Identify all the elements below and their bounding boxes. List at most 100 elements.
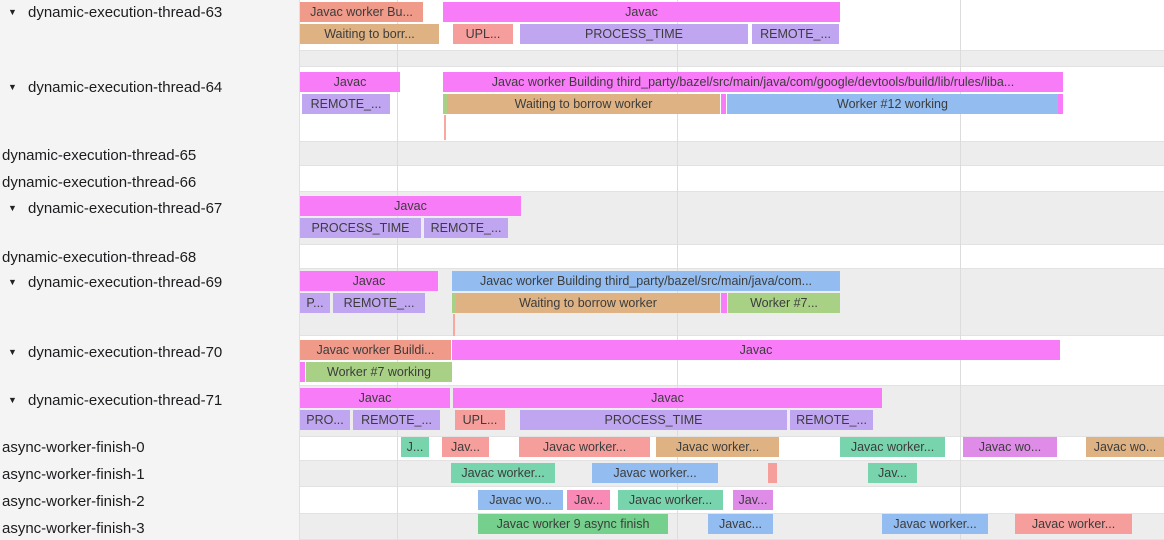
trace-event-bar[interactable]: REMOTE_...	[790, 410, 873, 430]
track-row-dynamic-execution-thread-68[interactable]: dynamic-execution-thread-68	[0, 247, 298, 267]
time-gridline	[397, 0, 398, 540]
trace-event-bar[interactable]	[721, 94, 726, 114]
track-label: dynamic-execution-thread-63	[28, 3, 223, 21]
trace-event-bar[interactable]: Waiting to borrow worker	[447, 94, 720, 114]
track-row-dynamic-execution-thread-64[interactable]: ▼ dynamic-execution-thread-64	[0, 77, 298, 97]
trace-event-bar[interactable]: Javac	[300, 196, 521, 216]
trace-event-bar[interactable]: PROCESS_TIME	[300, 218, 421, 238]
track-label: dynamic-execution-thread-70	[28, 343, 223, 361]
instant-event-tick[interactable]	[444, 115, 446, 140]
trace-event-bar[interactable]: Javac worker...	[451, 463, 555, 483]
trace-event-bar[interactable]: Javac	[300, 271, 438, 291]
trace-event-bar[interactable]: Javac	[300, 72, 400, 92]
trace-event-bar[interactable]: Javac worker...	[1015, 514, 1132, 534]
track-row-dynamic-execution-thread-69[interactable]: ▼ dynamic-execution-thread-69	[0, 272, 298, 292]
track-row-dynamic-execution-thread-71[interactable]: ▼ dynamic-execution-thread-71	[0, 390, 298, 410]
collapse-triangle-icon[interactable]: ▼	[8, 347, 17, 357]
trace-event-bar[interactable]: Javac worker...	[618, 490, 723, 510]
trace-event-bar[interactable]: Javac worker 9 async finish	[478, 514, 668, 534]
trace-event-bar[interactable]: Javac	[453, 388, 882, 408]
trace-event-bar[interactable]: J...	[401, 437, 429, 457]
trace-event-bar[interactable]: UPL...	[455, 410, 505, 430]
track-band	[300, 141, 1164, 166]
trace-event-bar[interactable]: Javac worker...	[882, 514, 988, 534]
track-row-async-worker-finish-1[interactable]: async-worker-finish-1	[0, 464, 298, 484]
trace-event-bar[interactable]: Jav...	[868, 463, 917, 483]
trace-event-bar[interactable]: Jav...	[442, 437, 489, 457]
trace-event-bar[interactable]: Javac worker Building third_party/bazel/…	[443, 72, 1063, 92]
track-label: dynamic-execution-thread-69	[28, 273, 223, 291]
trace-event-bar[interactable]: Javac worker Buildi...	[300, 340, 451, 360]
instant-event-tick[interactable]	[453, 314, 455, 336]
trace-event-bar[interactable]: Javac	[443, 2, 840, 22]
track-row-async-worker-finish-2[interactable]: async-worker-finish-2	[0, 491, 298, 511]
trace-event-bar[interactable]: Javac	[300, 388, 450, 408]
track-band	[300, 460, 1164, 487]
trace-event-bar[interactable]	[768, 463, 777, 483]
track-label: dynamic-execution-thread-64	[28, 78, 223, 96]
track-band	[300, 245, 1164, 268]
trace-event-bar[interactable]	[721, 293, 727, 313]
trace-event-bar[interactable]: PROCESS_TIME	[520, 24, 748, 44]
trace-event-bar[interactable]	[452, 293, 456, 313]
time-gridline	[960, 0, 961, 540]
track-name-panel: ▼ dynamic-execution-thread-63 ▼ dynamic-exe…	[0, 0, 300, 540]
track-label: async-worker-finish-3	[2, 519, 145, 537]
track-label: dynamic-execution-thread-67	[28, 199, 223, 217]
trace-event-bar[interactable]: PRO...	[300, 410, 350, 430]
trace-event-bar[interactable]: REMOTE_...	[353, 410, 440, 430]
track-label: dynamic-execution-thread-66	[2, 173, 197, 191]
trace-event-bar[interactable]: Javac wo...	[963, 437, 1057, 457]
track-row-dynamic-execution-thread-65[interactable]: dynamic-execution-thread-65	[0, 145, 298, 165]
track-band	[300, 487, 1164, 513]
trace-event-bar[interactable]: Javac worker Building third_party/bazel/…	[452, 271, 840, 291]
trace-event-bar[interactable]: PROCESS_TIME	[520, 410, 787, 430]
trace-event-bar[interactable]: Javac worker...	[840, 437, 945, 457]
trace-event-bar[interactable]: Worker #12 working	[727, 94, 1058, 114]
collapse-triangle-icon[interactable]: ▼	[8, 203, 17, 213]
trace-event-bar[interactable]: Javac worker...	[519, 437, 650, 457]
track-row-dynamic-execution-thread-67[interactable]: ▼ dynamic-execution-thread-67	[0, 198, 298, 218]
trace-event-bar[interactable]: REMOTE_...	[752, 24, 839, 44]
track-row-async-worker-finish-0[interactable]: async-worker-finish-0	[0, 437, 298, 457]
track-label: async-worker-finish-0	[2, 438, 145, 456]
track-row-dynamic-execution-thread-63[interactable]: ▼ dynamic-execution-thread-63	[0, 2, 298, 22]
trace-event-bar[interactable]: Javac wo...	[1086, 437, 1164, 457]
collapse-triangle-icon[interactable]: ▼	[8, 7, 17, 17]
track-band	[300, 166, 1164, 191]
trace-event-bar[interactable]: REMOTE_...	[424, 218, 508, 238]
trace-event-bar[interactable]	[300, 362, 305, 382]
trace-event-bar[interactable]: Javac	[452, 340, 1060, 360]
trace-event-bar[interactable]: Javac worker...	[592, 463, 718, 483]
trace-event-bar[interactable]: Javac worker...	[656, 437, 779, 457]
track-row-dynamic-execution-thread-70[interactable]: ▼ dynamic-execution-thread-70	[0, 342, 298, 362]
trace-event-bar[interactable]: UPL...	[453, 24, 513, 44]
collapse-triangle-icon[interactable]: ▼	[8, 277, 17, 287]
trace-event-bar[interactable]	[1058, 94, 1063, 114]
trace-event-bar[interactable]: Waiting to borrow worker	[456, 293, 720, 313]
trace-event-bar[interactable]: Worker #7...	[728, 293, 840, 313]
time-gridline	[677, 0, 678, 540]
track-row-dynamic-execution-thread-66[interactable]: dynamic-execution-thread-66	[0, 172, 298, 192]
collapse-triangle-icon[interactable]: ▼	[8, 395, 17, 405]
trace-event-bar[interactable]	[443, 94, 447, 114]
track-label: dynamic-execution-thread-65	[2, 146, 197, 164]
track-label: dynamic-execution-thread-71	[28, 391, 223, 409]
trace-event-bar[interactable]: Jav...	[567, 490, 610, 510]
track-band	[300, 50, 1164, 67]
trace-event-bar[interactable]: P...	[300, 293, 330, 313]
track-row-async-worker-finish-3[interactable]: async-worker-finish-3	[0, 518, 298, 538]
track-label: dynamic-execution-thread-68	[2, 248, 197, 266]
trace-event-bar[interactable]: Jav...	[733, 490, 773, 510]
trace-event-bar[interactable]: Javac worker Bu...	[300, 2, 423, 22]
trace-event-bar[interactable]: Worker #7 working	[306, 362, 452, 382]
trace-event-bar[interactable]: Waiting to borr...	[300, 24, 439, 44]
trace-event-bar[interactable]: REMOTE_...	[302, 94, 390, 114]
trace-event-bar[interactable]: Javac wo...	[478, 490, 563, 510]
trace-event-bar[interactable]: REMOTE_...	[333, 293, 425, 313]
track-label: async-worker-finish-1	[2, 465, 145, 483]
collapse-triangle-icon[interactable]: ▼	[8, 82, 17, 92]
track-label: async-worker-finish-2	[2, 492, 145, 510]
trace-event-bar[interactable]: Javac...	[708, 514, 773, 534]
